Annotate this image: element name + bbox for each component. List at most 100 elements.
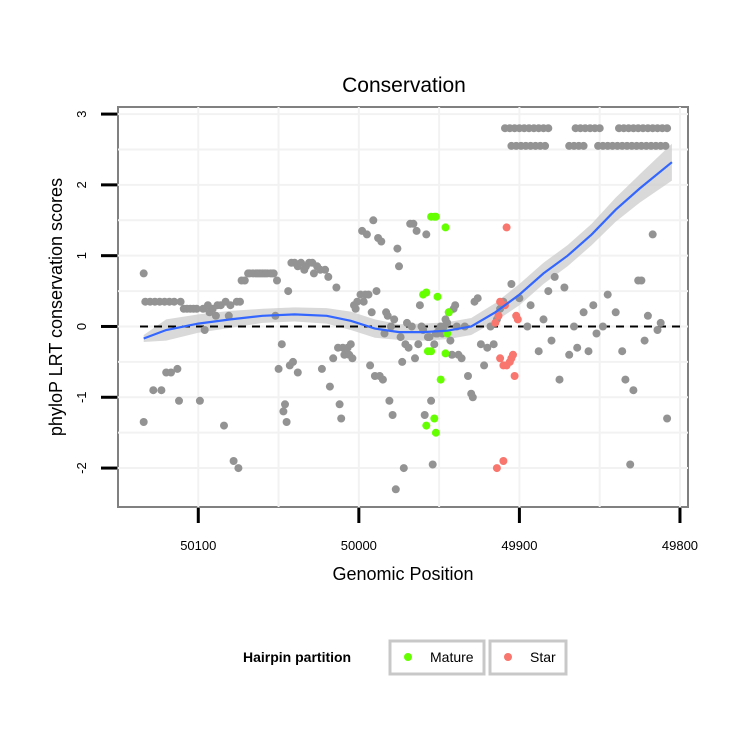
point-other (446, 336, 455, 345)
point-other (335, 400, 344, 409)
point-other (656, 318, 665, 327)
point-other (284, 287, 293, 296)
point-other (139, 418, 148, 426)
point-other (229, 457, 238, 465)
point-other (415, 301, 424, 310)
point-other (584, 347, 593, 356)
point-other (383, 311, 392, 320)
point-other (661, 141, 670, 150)
point-other (200, 326, 209, 334)
point-other (427, 396, 436, 405)
point-other (224, 311, 233, 320)
point-other (611, 308, 620, 317)
point-other (378, 375, 387, 384)
point-other (483, 343, 492, 352)
point-other (395, 262, 403, 271)
y-tick-label: 3 (74, 110, 89, 117)
y-tick-label: -2 (74, 462, 89, 474)
point-mature (431, 212, 440, 221)
y-tick-label: 1 (74, 252, 89, 259)
point-star (494, 311, 503, 320)
point-star (492, 464, 501, 473)
point-other (626, 460, 635, 469)
plot-panel (117, 106, 689, 508)
point-other (176, 297, 185, 306)
point-other (240, 276, 249, 285)
x-tick-label: 49800 (662, 538, 698, 553)
point-other (317, 364, 326, 373)
point-mature (427, 347, 436, 356)
point-mature (441, 349, 450, 358)
point-other (555, 375, 564, 384)
point-other (325, 382, 334, 391)
point-other (348, 354, 357, 363)
point-other (274, 364, 283, 373)
point-other (377, 237, 386, 246)
point-other (332, 283, 341, 292)
point-other (277, 340, 286, 349)
point-other (411, 354, 419, 363)
point-other (387, 322, 395, 331)
point-other (653, 326, 662, 334)
point-mature (422, 421, 431, 430)
point-other (398, 357, 407, 366)
point-other (195, 396, 204, 405)
point-other (422, 230, 431, 239)
point-other (643, 311, 652, 320)
point-other (175, 396, 183, 405)
point-other (220, 421, 228, 430)
point-other (637, 276, 646, 285)
legend-title: Hairpin partition (243, 649, 351, 665)
point-other (351, 304, 360, 313)
point-other (663, 414, 672, 423)
point-other (385, 396, 394, 405)
point-other (629, 386, 638, 395)
point-other (541, 141, 550, 150)
point-other (329, 354, 338, 363)
point-other (236, 297, 244, 306)
point-other (579, 308, 588, 317)
y-axis: -2 -1 0 1 2 3 (74, 110, 117, 474)
y-tick-label: 0 (74, 323, 89, 330)
point-other (544, 287, 553, 296)
point-other (282, 418, 291, 426)
point-star (510, 372, 519, 380)
point-other (157, 386, 166, 395)
point-other (269, 269, 278, 278)
point-other (648, 230, 657, 239)
point-other (281, 400, 289, 409)
point-other (388, 411, 397, 419)
legend-label-mature: Mature (430, 649, 474, 665)
y-tick-label: 2 (74, 181, 89, 188)
point-other (507, 280, 516, 288)
confidence-ribbon-layer (143, 143, 672, 342)
point-other (390, 315, 399, 324)
point-other (407, 322, 416, 331)
point-star (496, 354, 505, 363)
point-other (396, 333, 405, 342)
smooth-line-layer (143, 161, 673, 340)
point-other (173, 364, 182, 373)
point-mature (436, 375, 445, 384)
point-star (502, 223, 511, 232)
point-other (211, 311, 220, 320)
point-other (550, 272, 559, 281)
point-other (412, 226, 421, 235)
chart-title: Conservation (342, 74, 466, 97)
point-other (289, 357, 297, 366)
point-other (139, 269, 148, 278)
point-other (279, 407, 288, 416)
point-star (513, 315, 522, 324)
point-other (480, 361, 489, 370)
point-other (391, 485, 400, 494)
point-other (451, 301, 460, 310)
points-layer (139, 124, 672, 494)
point-other (428, 460, 437, 469)
point-other (359, 297, 368, 306)
legend-label-star: Star (530, 649, 556, 665)
point-other (409, 219, 418, 228)
point-other (366, 361, 375, 370)
point-other (170, 297, 179, 306)
point-other (393, 244, 402, 253)
point-other (560, 283, 569, 292)
